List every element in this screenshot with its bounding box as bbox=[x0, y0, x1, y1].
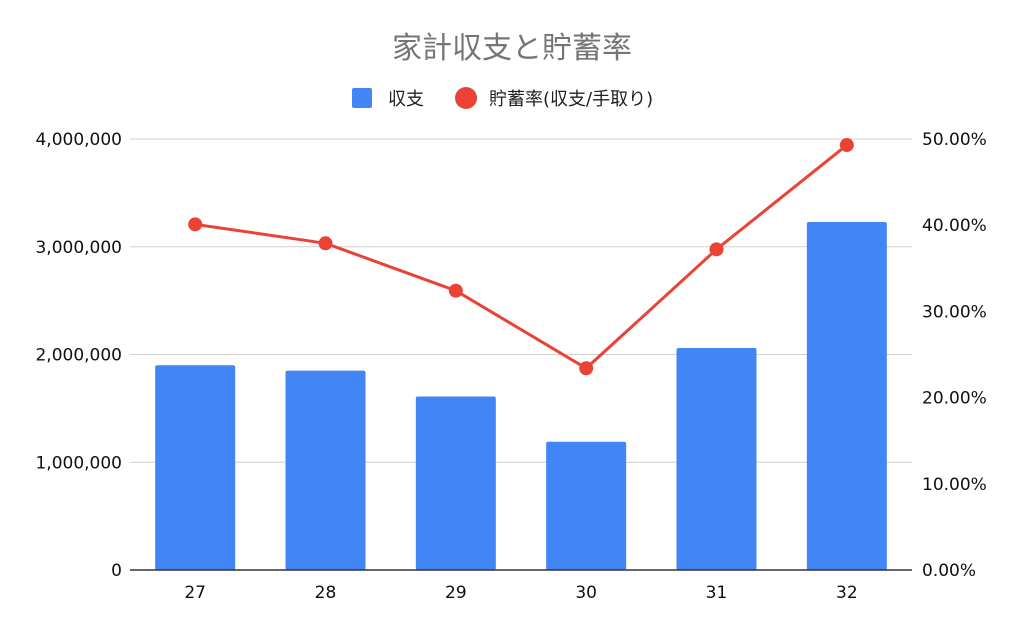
left-tick-label: 3,000,000 bbox=[35, 238, 122, 258]
rate-point-32 bbox=[839, 138, 854, 153]
legend-label-line: 貯蓄率(収支/手取り) bbox=[489, 89, 653, 110]
x-tick-label: 29 bbox=[445, 583, 467, 603]
bar-27 bbox=[155, 365, 236, 570]
left-tick-label: 1,000,000 bbox=[35, 453, 122, 473]
bar-29 bbox=[415, 396, 496, 570]
legend-label-bar: 収支 bbox=[388, 89, 424, 110]
right-tick-label: 50.00% bbox=[922, 130, 987, 150]
right-tick-label: 20.00% bbox=[922, 389, 987, 409]
legend: 収支 貯蓄率(収支/手取り) bbox=[352, 87, 653, 110]
right-axis-ticks: 0.00% 10.00% 20.00% 30.00% 40.00% 50.00% bbox=[922, 130, 987, 581]
legend-bar-swatch bbox=[352, 88, 372, 108]
bar-31 bbox=[676, 348, 757, 570]
left-tick-label: 0 bbox=[111, 561, 122, 581]
rate-point-31 bbox=[709, 242, 724, 257]
x-axis-ticks: 27 28 29 30 31 32 bbox=[184, 583, 857, 603]
rate-point-29 bbox=[448, 283, 463, 298]
rate-line bbox=[188, 138, 854, 376]
bar-28 bbox=[285, 370, 366, 570]
x-tick-label: 30 bbox=[575, 583, 597, 603]
rate-point-28 bbox=[318, 236, 333, 251]
bars bbox=[155, 221, 887, 570]
x-tick-label: 28 bbox=[315, 583, 337, 603]
bar-30 bbox=[546, 441, 627, 570]
x-tick-label: 31 bbox=[706, 583, 728, 603]
right-tick-label: 40.00% bbox=[922, 216, 987, 236]
rate-point-27 bbox=[188, 217, 203, 232]
right-tick-label: 10.00% bbox=[922, 475, 987, 495]
right-tick-label: 0.00% bbox=[922, 561, 976, 581]
x-tick-label: 27 bbox=[184, 583, 206, 603]
left-tick-label: 2,000,000 bbox=[35, 346, 122, 366]
rate-line-path bbox=[194, 143, 848, 370]
right-tick-label: 30.00% bbox=[922, 302, 987, 322]
x-tick-label: 32 bbox=[836, 583, 858, 603]
left-tick-label: 4,000,000 bbox=[35, 130, 122, 150]
gridlines bbox=[130, 138, 912, 463]
bar-32 bbox=[806, 221, 887, 570]
rate-point-30 bbox=[579, 361, 594, 376]
left-axis-ticks: 0 1,000,000 2,000,000 3,000,000 4,000,000 bbox=[35, 130, 122, 581]
legend-line-swatch bbox=[455, 87, 477, 109]
chart-title: 家計収支と貯蓄率 bbox=[392, 31, 632, 66]
